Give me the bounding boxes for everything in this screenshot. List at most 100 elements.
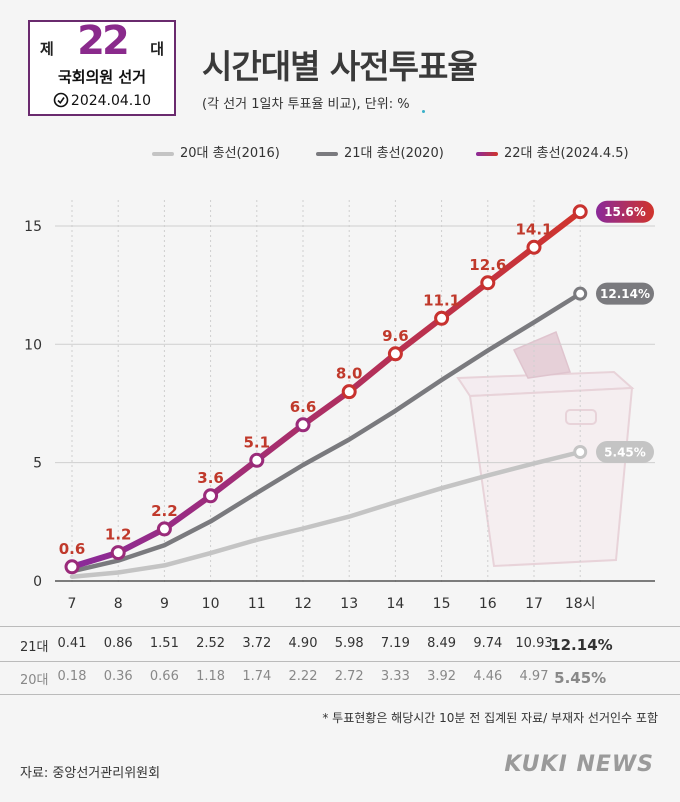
end-label: 15.6% bbox=[604, 205, 646, 219]
data-points bbox=[64, 204, 588, 575]
table-cell: 8.49 bbox=[427, 636, 457, 651]
data-label: 1.2 bbox=[105, 526, 132, 544]
data-label: 9.6 bbox=[382, 327, 409, 345]
y-tick-label: 10 bbox=[24, 337, 42, 353]
table-cell: 1.18 bbox=[196, 669, 226, 684]
footnote: * 투표현황은 해당시간 10분 전 집계된 자료/ 부재자 선거인수 포함 bbox=[322, 711, 658, 725]
data-point bbox=[64, 559, 80, 575]
chart-title: 시간대별 사전투표율 bbox=[202, 47, 478, 86]
decorative-dot bbox=[422, 110, 425, 113]
data-label: 14.1 bbox=[515, 220, 552, 238]
data-label: 3.6 bbox=[197, 469, 224, 487]
table-cell: 5.98 bbox=[334, 636, 364, 651]
data-point bbox=[434, 310, 450, 326]
series-line-0 bbox=[69, 449, 583, 579]
table-cell: 0.41 bbox=[57, 636, 87, 651]
data-label: 8.0 bbox=[336, 365, 363, 383]
table-cell: 10.93 bbox=[515, 636, 553, 651]
table-cell: 3.33 bbox=[380, 669, 410, 684]
election-badge: 제 22 대 국회의원 선거 2024.04.10 bbox=[28, 18, 176, 116]
line-chart: 0 5 10 15 7 8 9 10 11 12 13 14 15 16 17 18시 0.6 1.2 2.2 3.… bbox=[24, 200, 655, 612]
table-cell: 0.66 bbox=[149, 669, 179, 684]
x-tick-label: 15 bbox=[433, 596, 451, 612]
data-label: 6.6 bbox=[290, 398, 317, 416]
badge-date-text: 2024.04.10 bbox=[70, 93, 152, 109]
series-line-1 bbox=[69, 291, 583, 574]
table-cell: 4.97 bbox=[519, 669, 549, 684]
data-label: 0.6 bbox=[59, 540, 86, 558]
badge-subtitle: 국회의원 선거 bbox=[57, 68, 147, 86]
x-tick-label: 10 bbox=[202, 596, 220, 612]
badge-date: 2024.04.10 bbox=[30, 92, 174, 109]
legend-item-2016: 20대 총선(2016) bbox=[152, 142, 280, 161]
data-point bbox=[156, 521, 172, 537]
end-label-pill bbox=[596, 200, 654, 223]
x-tick-label: 12 bbox=[294, 596, 312, 612]
end-point bbox=[573, 444, 588, 459]
series-lines bbox=[69, 208, 584, 579]
table-cell: 1.51 bbox=[149, 636, 179, 651]
badge-dae: 대 bbox=[150, 40, 164, 58]
table-cell: 0.86 bbox=[103, 636, 133, 651]
legend-label: 22대 총선(2024.4.5) bbox=[504, 146, 629, 161]
data-label: 2.2 bbox=[151, 502, 178, 520]
data-point bbox=[295, 417, 311, 433]
table-cell: 4.46 bbox=[473, 669, 503, 684]
data-point bbox=[341, 384, 357, 400]
table-cell: 0.18 bbox=[57, 669, 87, 684]
table-cell: 2.52 bbox=[196, 636, 226, 651]
x-tick-label: 8 bbox=[114, 596, 123, 612]
axis-labels: 0 5 10 15 7 8 9 10 11 12 13 14 15 16 17 18시 bbox=[24, 219, 595, 612]
legend-label: 21대 총선(2020) bbox=[344, 146, 444, 161]
end-point bbox=[573, 286, 588, 301]
checkmark-icon bbox=[53, 92, 69, 108]
table-row-label: 21대 bbox=[20, 640, 49, 655]
data-label: 12.6 bbox=[469, 256, 506, 274]
brand-logo: KUKI NEWS bbox=[504, 752, 654, 777]
y-tick-label: 5 bbox=[33, 456, 42, 472]
end-label: 5.45% bbox=[604, 445, 646, 459]
x-tick-label: 18시 bbox=[565, 596, 596, 612]
badge-number: 22 bbox=[77, 18, 130, 64]
table-row-20: 20대 0.18 0.36 0.66 1.18 1.74 2.22 2.72 3.33 3.92 4… bbox=[0, 660, 680, 695]
y-tick-label: 15 bbox=[24, 219, 42, 235]
table-cell: 12.14% bbox=[550, 636, 613, 654]
end-label: 12.14% bbox=[600, 287, 650, 301]
end-labels: 5.45% 12.14% 15.6% bbox=[596, 200, 654, 463]
legend-item-2020: 21대 총선(2020) bbox=[316, 142, 444, 161]
table-cell: 3.72 bbox=[242, 636, 272, 651]
chart-subtitle: (각 선거 1일차 투표율 비교), 단위: % bbox=[202, 97, 410, 112]
end-label-pill bbox=[596, 282, 654, 305]
data-label: 11.1 bbox=[423, 291, 460, 309]
table-cell: 7.19 bbox=[380, 636, 410, 651]
data-point bbox=[387, 346, 403, 362]
data-point bbox=[526, 239, 542, 255]
table-cell: 0.36 bbox=[103, 669, 133, 684]
grid bbox=[55, 200, 655, 585]
y-tick-label: 0 bbox=[33, 574, 42, 590]
table-cell: 2.22 bbox=[288, 669, 318, 684]
table-cell: 4.90 bbox=[288, 636, 318, 651]
table-row-21: 21대 0.41 0.86 1.51 2.52 3.72 4.90 5.98 7.19 8.49 9… bbox=[0, 626, 680, 662]
table-cell: 1.74 bbox=[242, 669, 272, 684]
x-tick-label: 17 bbox=[525, 596, 543, 612]
series-line-2 bbox=[69, 208, 584, 570]
data-label: 5.1 bbox=[244, 433, 271, 451]
table-row-label: 20대 bbox=[20, 673, 49, 688]
x-tick-label: 13 bbox=[340, 596, 358, 612]
source: 자료: 중앙선거관리위원회 bbox=[20, 766, 161, 781]
legend-label: 20대 총선(2016) bbox=[180, 146, 280, 161]
table-cell: 5.45% bbox=[554, 669, 607, 687]
table-cell: 2.72 bbox=[334, 669, 364, 684]
x-tick-label: 16 bbox=[479, 596, 497, 612]
legend-swatch bbox=[476, 151, 498, 156]
x-tick-label: 11 bbox=[248, 596, 266, 612]
x-tick-label: 9 bbox=[160, 596, 169, 612]
data-point bbox=[110, 545, 126, 561]
data-point bbox=[203, 488, 219, 504]
data-point bbox=[572, 204, 588, 220]
legend-swatch bbox=[316, 151, 338, 156]
x-tick-label: 14 bbox=[386, 596, 404, 612]
x-tick-label: 7 bbox=[68, 596, 77, 612]
table-cell: 3.92 bbox=[427, 669, 457, 684]
